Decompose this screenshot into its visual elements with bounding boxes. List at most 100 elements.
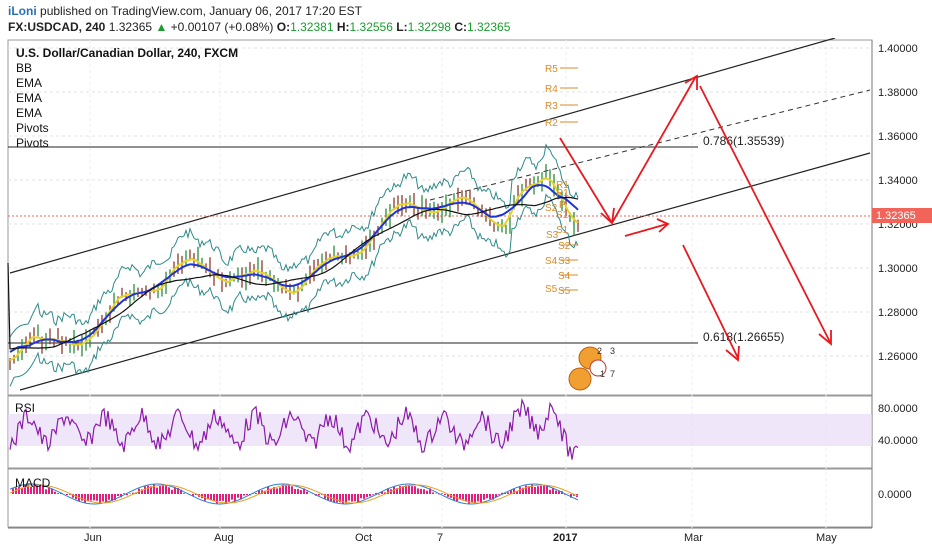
up-triangle-icon: ▲ xyxy=(155,20,168,34)
bb-lower-line xyxy=(9,193,579,387)
macd-histogram-bar xyxy=(342,494,344,504)
macd-histogram-bar xyxy=(534,487,536,494)
macd-histogram-bar xyxy=(30,486,32,494)
macd-histogram-bar xyxy=(84,494,86,503)
ema-fast-line xyxy=(9,177,579,362)
macd-histogram-bar xyxy=(147,485,149,494)
legend-indicator[interactable]: BB xyxy=(16,61,33,75)
pivot-label: R3 xyxy=(545,101,558,112)
event-flag-icon[interactable] xyxy=(589,359,607,377)
low-label: L: xyxy=(396,20,408,34)
macd-histogram-bar xyxy=(378,494,380,495)
author-link[interactable]: iLoni xyxy=(8,4,37,18)
macd-histogram-bar xyxy=(420,488,422,494)
macd-histogram-bar xyxy=(375,492,377,494)
arrowhead-down-3 xyxy=(818,330,832,346)
macd-histogram-bar xyxy=(372,494,374,495)
macd-histogram-bar xyxy=(57,493,59,494)
legend-title[interactable]: U.S. Dollar/Canadian Dollar, 240, FXCM xyxy=(16,46,239,60)
macd-histogram-bar xyxy=(255,493,257,494)
open-label: O: xyxy=(276,20,291,34)
macd-histogram-bar xyxy=(258,490,260,494)
pivot-label: S4 xyxy=(545,256,558,267)
macd-histogram-bar xyxy=(549,489,551,494)
macd-histogram-bar xyxy=(537,486,539,494)
time-axis-labels: Jun Aug Oct 7 2017 Mar May xyxy=(84,532,837,544)
macd-histogram-bar xyxy=(192,494,194,497)
price-tick: 1.34000 xyxy=(878,175,918,187)
macd-histogram-bar xyxy=(525,485,527,494)
fib-618-label: 0.618(1.26655) xyxy=(703,330,784,344)
macd-histogram-bar xyxy=(117,494,119,497)
pivot-label: S1 xyxy=(556,225,569,236)
macd-histogram-bar xyxy=(294,488,296,494)
rsi-series xyxy=(9,397,579,460)
arrow-down-2 xyxy=(682,244,739,359)
macd-histogram-bar xyxy=(363,494,365,499)
macd-histogram-bar xyxy=(213,494,215,501)
macd-tick: 0.0000 xyxy=(878,489,912,501)
legend-indicator[interactable]: EMA xyxy=(16,76,43,90)
macd-histogram-bar xyxy=(90,494,92,501)
macd-histogram-bar xyxy=(141,489,143,494)
macd-histogram-bar xyxy=(411,486,413,494)
macd-histogram-bar xyxy=(282,484,284,494)
macd-histogram-bar xyxy=(447,494,449,497)
macd-histogram-bar xyxy=(24,485,26,494)
macd-histogram-bar xyxy=(483,494,485,500)
chart-canvas[interactable]: 0.786(1.35539) 0.618(1.26655) R5 R4 R3 R2 S2… xyxy=(0,38,932,550)
macd-label[interactable]: MACD xyxy=(15,476,51,490)
macd-histogram-bar xyxy=(399,486,401,494)
macd-histogram-bar xyxy=(102,494,104,502)
macd-histogram-bar xyxy=(288,485,290,494)
macd-histogram-bar xyxy=(123,493,125,494)
close-value: 1.32365 xyxy=(466,20,511,34)
macd-histogram-bar xyxy=(165,484,167,494)
macd-histogram-bar xyxy=(327,494,329,501)
price-tick: 1.36000 xyxy=(878,131,918,143)
macd-histogram-bar xyxy=(336,494,338,503)
pivot-label: R4 xyxy=(545,84,558,95)
price-axis-labels: 1.40000 1.38000 1.36000 1.34000 1.32000 … xyxy=(878,43,918,501)
macd-histogram-bar xyxy=(183,493,185,494)
macd-histogram-bar xyxy=(237,494,239,498)
publish-line: iLoni published on TradingView.com, Janu… xyxy=(8,4,362,18)
arrow-up xyxy=(611,77,696,224)
macd-histogram-bar xyxy=(291,486,293,494)
macd-series xyxy=(9,483,579,505)
current-price-label: 1.32365 xyxy=(876,210,916,222)
pivot-label: S5 xyxy=(558,286,571,297)
time-tick: 7 xyxy=(437,532,443,544)
arrow-right xyxy=(624,223,668,237)
macd-histogram-bar xyxy=(516,490,518,494)
macd-histogram-bar xyxy=(219,494,221,501)
macd-histogram-bar xyxy=(408,484,410,494)
event-count: 2 xyxy=(597,346,602,356)
macd-histogram-bar xyxy=(132,492,134,494)
macd-histogram-bar xyxy=(99,494,101,504)
legend-indicator[interactable]: Pivots xyxy=(16,121,49,135)
pivot-label: S2 xyxy=(558,241,571,252)
macd-histogram-bar xyxy=(93,494,95,501)
macd-histogram-bar xyxy=(402,486,404,494)
event-flag-icon[interactable] xyxy=(568,367,592,391)
macd-histogram-bar xyxy=(384,492,386,494)
macd-histogram-bar xyxy=(27,485,29,494)
macd-histogram-bar xyxy=(459,494,461,500)
projection-arrows xyxy=(559,74,832,362)
symbol-label[interactable]: FX:USDCAD, 240 xyxy=(8,20,106,34)
pivot-label: S2 xyxy=(545,203,558,214)
macd-histogram-bar xyxy=(510,490,512,494)
rsi-label[interactable]: RSI xyxy=(15,401,35,415)
macd-histogram-bar xyxy=(552,487,554,494)
macd-histogram-bar xyxy=(339,494,341,503)
legend-indicator[interactable]: EMA xyxy=(16,91,43,105)
event-markers[interactable]: 2 3 1 7 xyxy=(568,346,615,391)
macd-histogram-bar xyxy=(261,490,263,494)
macd-histogram-bar xyxy=(273,487,275,494)
rsi-tick: 40.0000 xyxy=(878,435,918,447)
legend-indicator[interactable]: Pivots xyxy=(16,136,49,150)
macd-histogram-bar xyxy=(498,494,500,495)
legend-indicator[interactable]: EMA xyxy=(16,106,43,120)
macd-histogram-bar xyxy=(366,494,368,498)
